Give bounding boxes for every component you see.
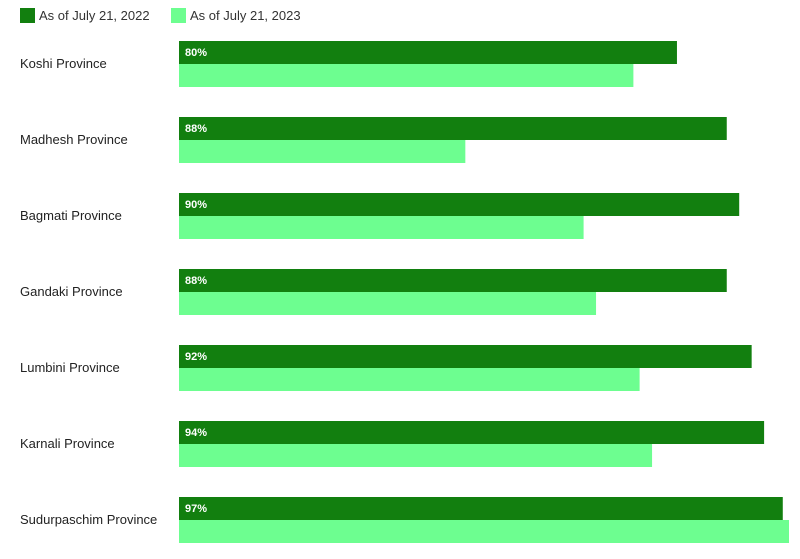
bar-2023 bbox=[179, 140, 466, 163]
bar-2023 bbox=[179, 444, 653, 467]
bar-2022 bbox=[179, 117, 727, 140]
bars: 80% 88% 90% 88% 92% 94% 97% bbox=[179, 41, 789, 543]
bar-2022 bbox=[179, 41, 677, 64]
legend-label-2: As of July 21, 2023 bbox=[190, 8, 301, 23]
data-label: 97% bbox=[185, 503, 207, 515]
category-label: Koshi Province bbox=[20, 56, 107, 71]
data-label: 90% bbox=[185, 199, 207, 211]
category-label: Sudurpaschim Province bbox=[20, 512, 157, 527]
bar-2023 bbox=[179, 368, 640, 391]
bar-2022 bbox=[179, 269, 727, 292]
data-label: 92% bbox=[185, 351, 207, 363]
legend: As of July 21, 2022 As of July 21, 2023 bbox=[20, 8, 301, 23]
category-label: Madhesh Province bbox=[20, 132, 128, 147]
bar-2023 bbox=[179, 64, 634, 87]
category-labels: Koshi Province Madhesh Province Bagmati Pr… bbox=[20, 56, 157, 527]
bar-2023 bbox=[179, 292, 597, 315]
category-label: Bagmati Province bbox=[20, 208, 122, 223]
bar-2022 bbox=[179, 497, 783, 520]
data-label: 88% bbox=[185, 123, 207, 135]
data-label: 94% bbox=[185, 427, 207, 439]
bar-2023 bbox=[179, 216, 584, 239]
legend-label-1: As of July 21, 2022 bbox=[39, 8, 150, 23]
bar-2023 bbox=[179, 520, 789, 543]
legend-swatch-2 bbox=[171, 8, 186, 23]
data-label: 80% bbox=[185, 47, 207, 59]
category-label: Karnali Province bbox=[20, 436, 115, 451]
data-label: 88% bbox=[185, 275, 207, 287]
bar-2022 bbox=[179, 193, 740, 216]
bar-2022 bbox=[179, 345, 752, 368]
bar-2022 bbox=[179, 421, 765, 444]
legend-swatch-1 bbox=[20, 8, 35, 23]
category-label: Lumbini Province bbox=[20, 360, 120, 375]
category-label: Gandaki Province bbox=[20, 284, 123, 299]
